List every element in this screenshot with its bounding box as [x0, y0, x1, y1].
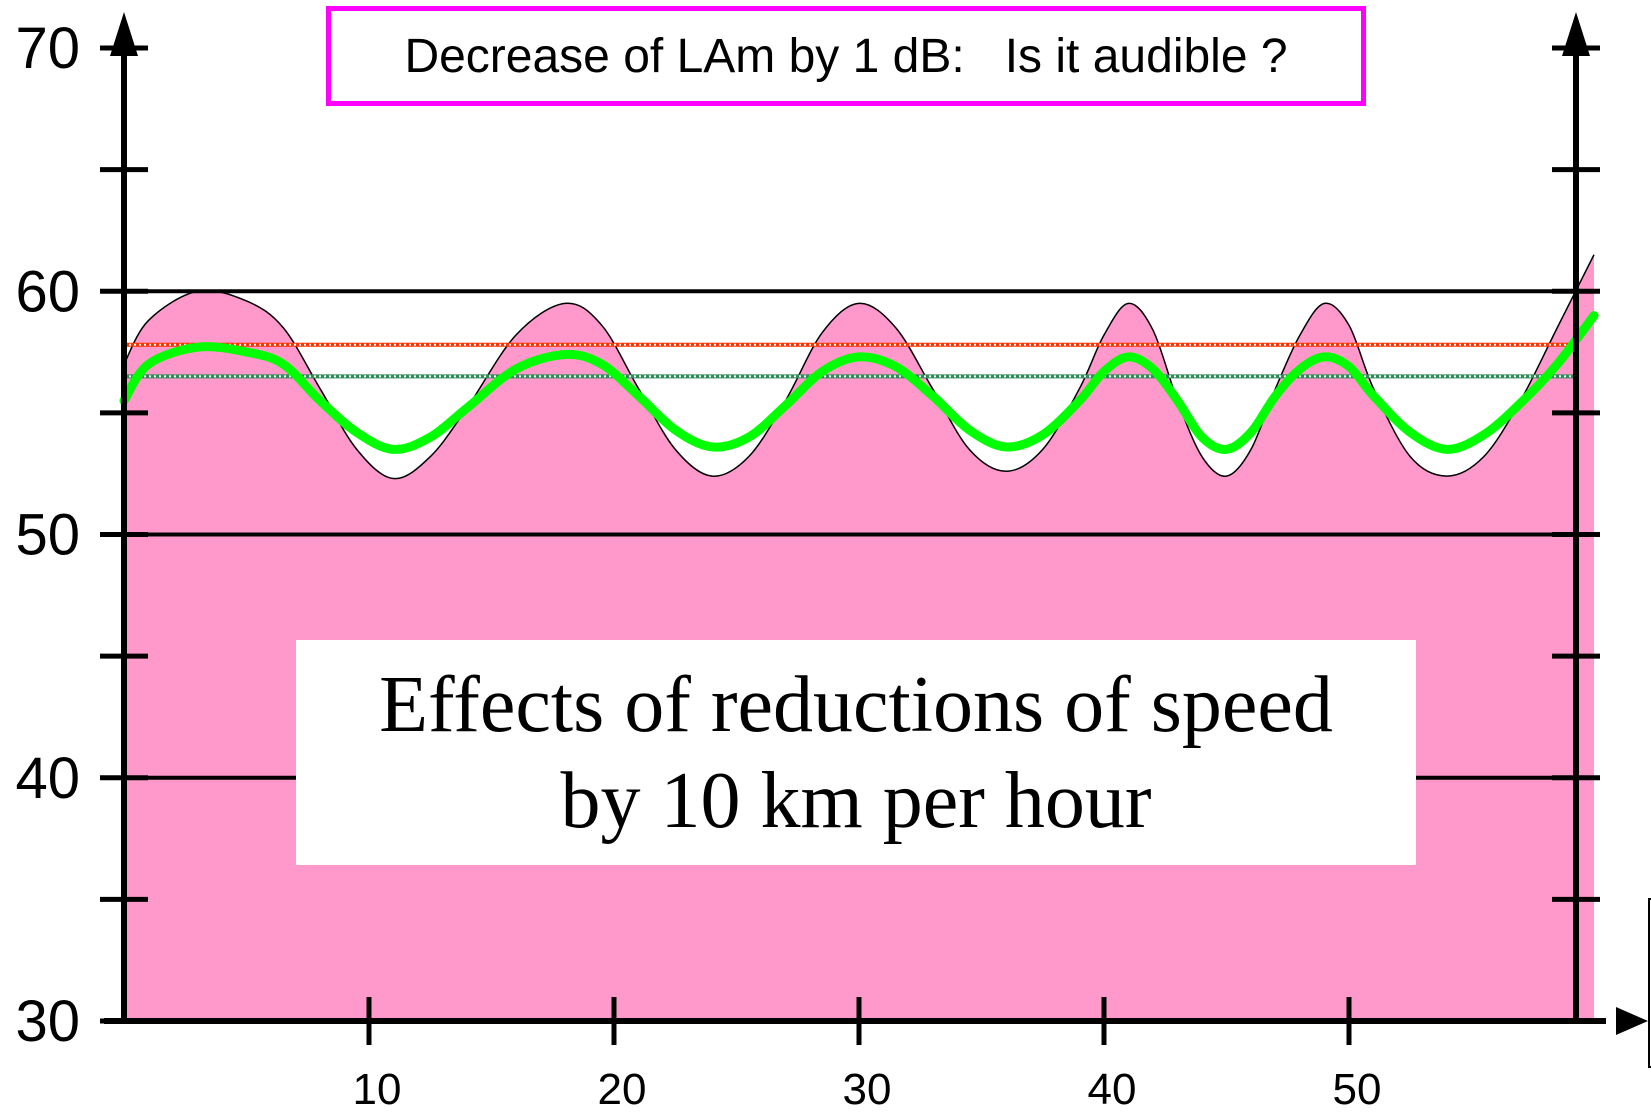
- y-tick-label-60: 60: [15, 259, 80, 324]
- reduced-level-line: [119, 311, 1599, 454]
- caption-line-1: Effects of reductions of speed: [379, 660, 1333, 749]
- axis-ticks: [100, 45, 1600, 1045]
- cropped-legend-box: [1648, 898, 1651, 1068]
- x-tick-label-20: 20: [598, 1065, 647, 1113]
- tick-labels: 30 40 50 60 70 10 20 30 40 50: [15, 16, 1381, 1113]
- y-tick-label-30: 30: [15, 989, 80, 1054]
- y-tick-label-70: 70: [15, 16, 80, 81]
- y-axis-right-arrow: [1562, 12, 1590, 56]
- chart-title: Decrease of LAm by 1 dB: Is it audible ?: [404, 29, 1288, 83]
- noise-level-area: [124, 254, 1594, 1021]
- mean-level-lines: [124, 342, 1576, 379]
- x-tick-label-30: 30: [843, 1065, 892, 1113]
- x-tick-label-40: 40: [1088, 1065, 1137, 1113]
- axes: [104, 12, 1648, 1035]
- x-tick-label-10: 10: [353, 1065, 402, 1113]
- x-axis-arrow: [1616, 1007, 1648, 1035]
- caption-box: Effects of reductions of speed by 10 km …: [296, 640, 1416, 865]
- y-tick-label-40: 40: [15, 746, 80, 811]
- caption-line-2: by 10 km per hour: [560, 756, 1152, 845]
- y-axis-left-arrow: [110, 12, 138, 56]
- y-tick-label-50: 50: [15, 503, 80, 568]
- chart-title-box: Decrease of LAm by 1 dB: Is it audible ?: [326, 6, 1366, 106]
- noise-level-outline: [123, 254, 1595, 480]
- x-tick-label-50: 50: [1333, 1065, 1382, 1113]
